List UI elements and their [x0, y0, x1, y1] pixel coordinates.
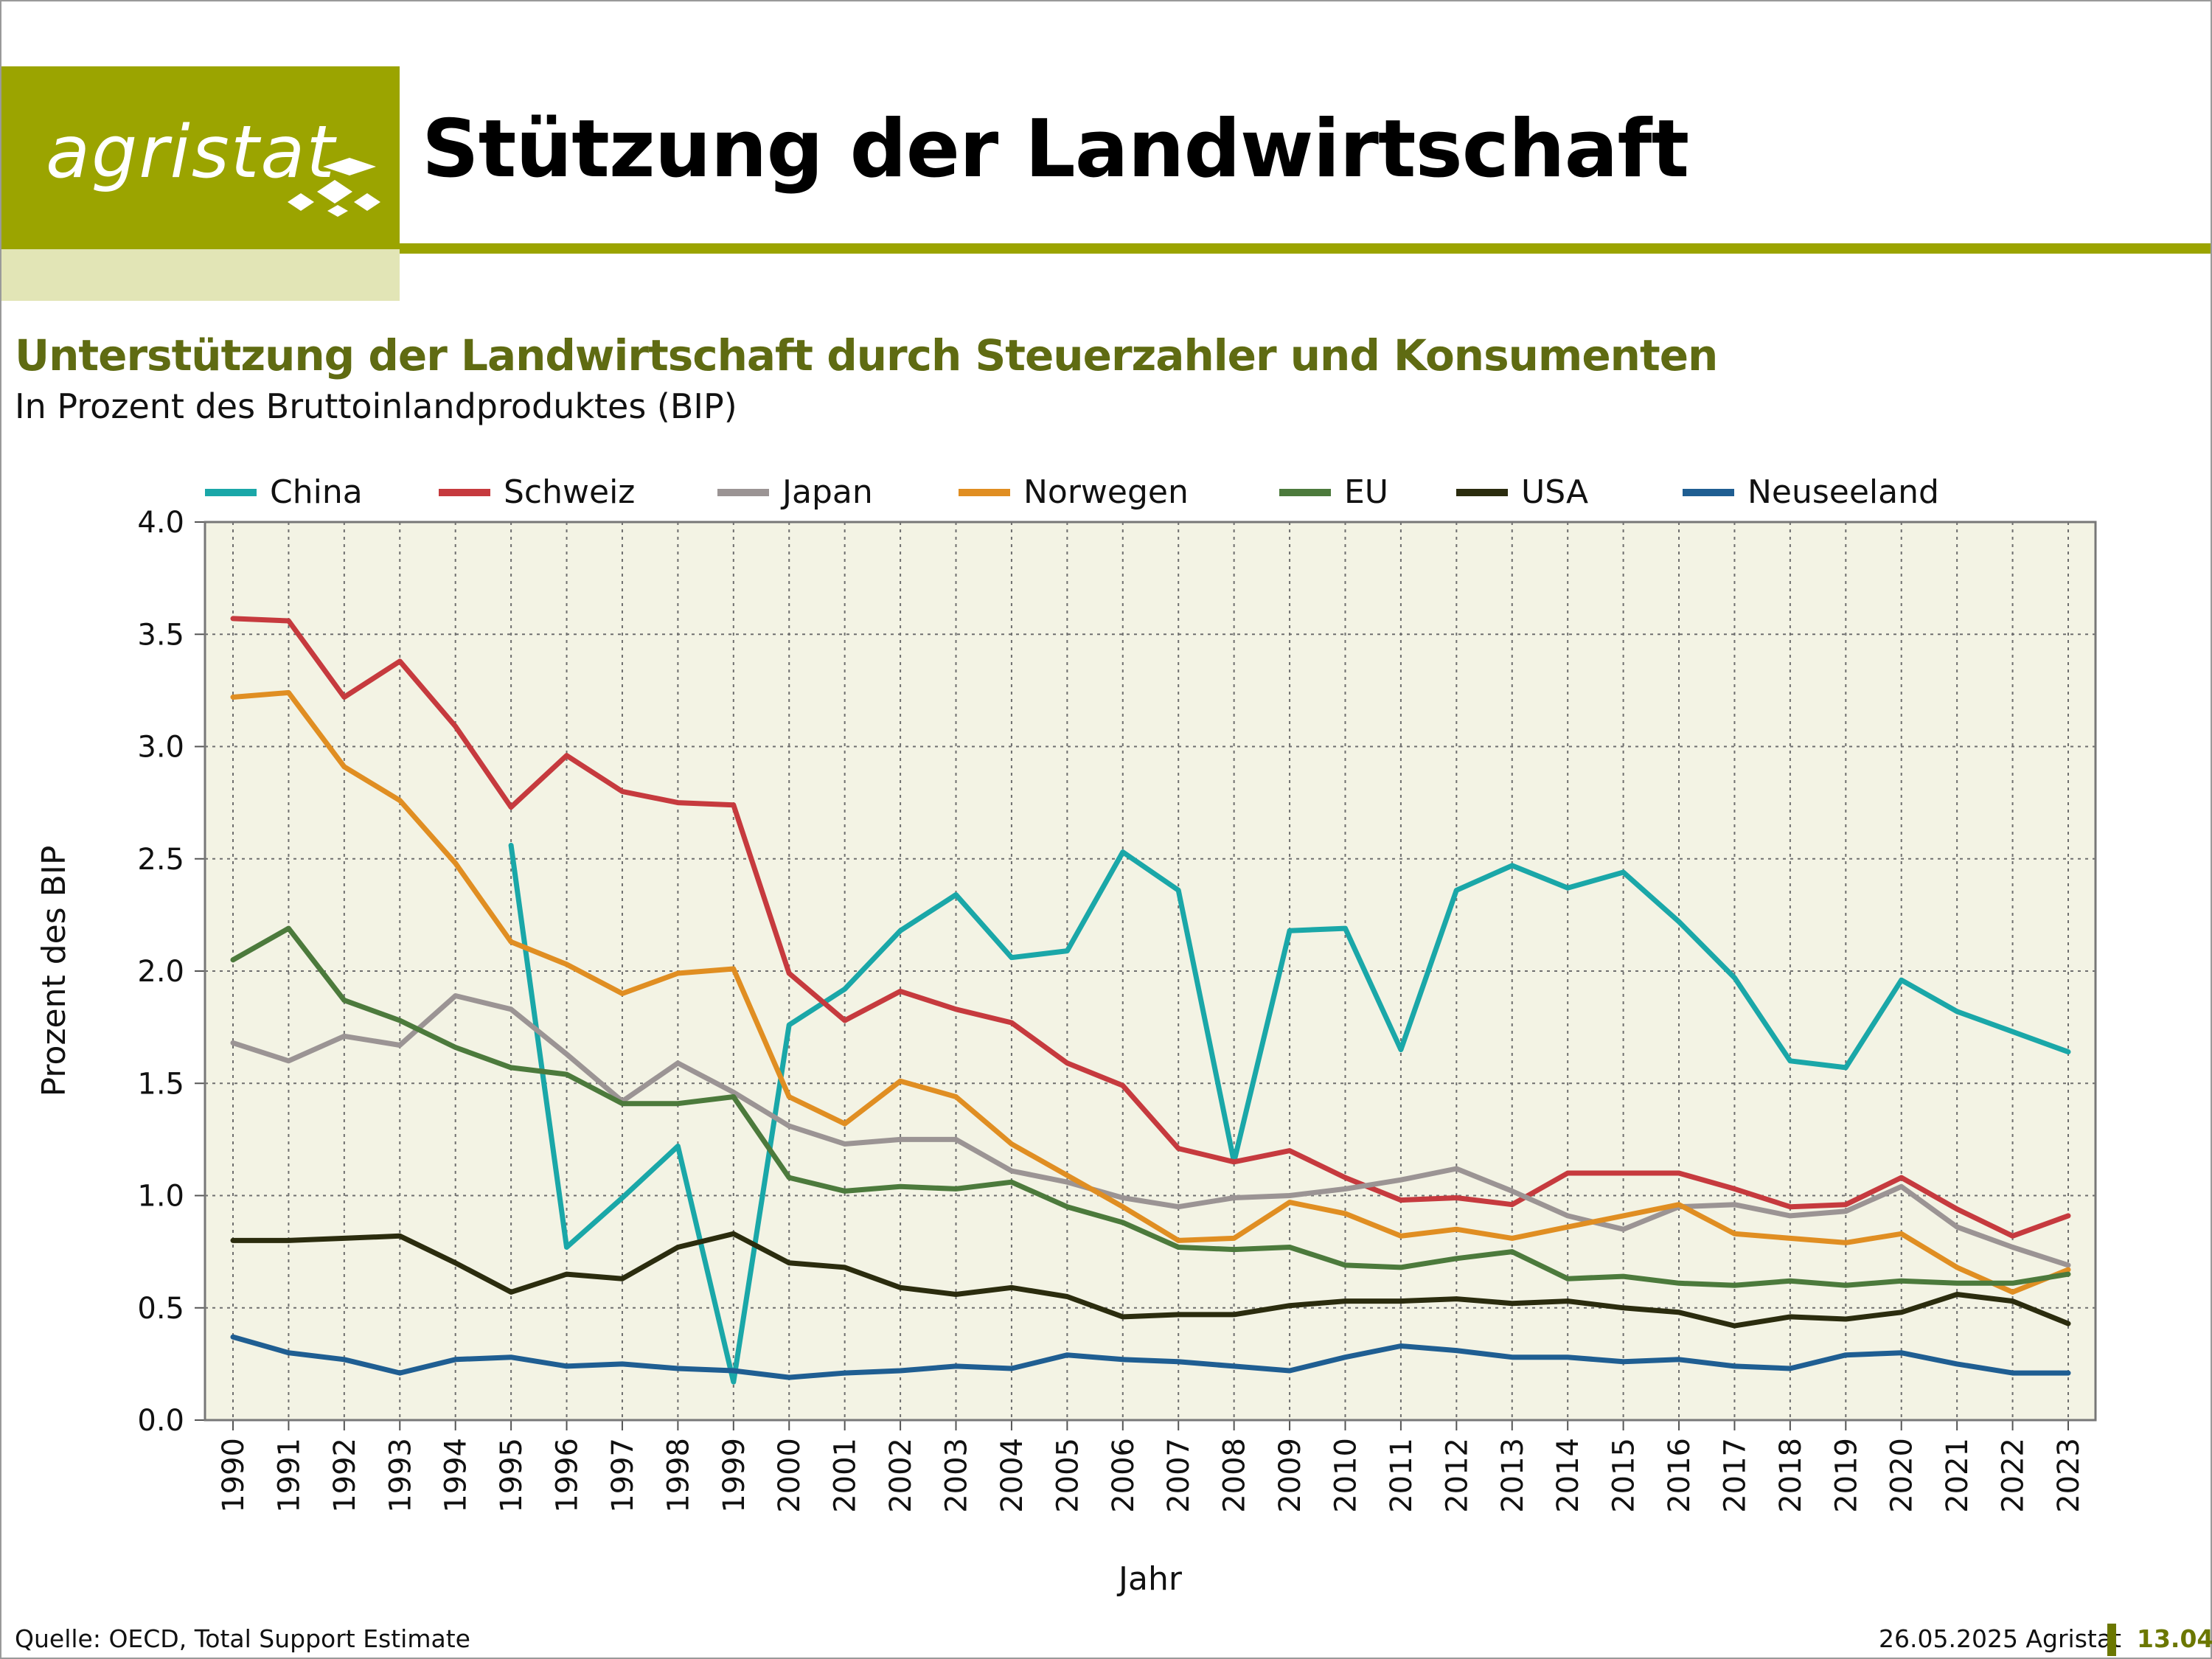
y-axis-label: Prozent des BIP — [35, 846, 73, 1097]
y-tick-label: 0.5 — [137, 1292, 184, 1326]
y-tick-label: 2.0 — [137, 955, 184, 989]
x-tick-label: 2014 — [1551, 1438, 1585, 1513]
title-underline — [400, 243, 2211, 254]
legend-label: USA — [1521, 473, 1588, 511]
x-tick-label: 2003 — [940, 1438, 974, 1513]
y-tick-label: 1.0 — [137, 1180, 184, 1214]
chart-subtitle: In Prozent des Bruttoinlandproduktes (BI… — [15, 386, 737, 426]
x-tick-label: 2021 — [1941, 1438, 1975, 1513]
x-tick-label: 1996 — [551, 1438, 585, 1513]
x-tick-label: 1994 — [439, 1438, 473, 1513]
page-title: Stützung der Landwirtschaft — [422, 103, 1689, 195]
x-tick-label: 1995 — [495, 1438, 529, 1513]
legend-label: Neuseeland — [1747, 473, 1939, 511]
x-tick-label: 1993 — [383, 1438, 417, 1513]
y-tick-label: 2.5 — [137, 843, 184, 877]
series-line-neuseeland — [230, 1334, 2071, 1380]
x-tick-label: 2000 — [773, 1438, 807, 1513]
legend-label: Norwegen — [1023, 473, 1189, 511]
x-tick-label: 2008 — [1218, 1438, 1252, 1513]
x-tick-label: 2002 — [884, 1438, 918, 1513]
series-line-eu — [230, 925, 2071, 1288]
x-tick-label: 2012 — [1440, 1438, 1474, 1513]
series-line-usa — [230, 1231, 2071, 1329]
x-tick-label: 2020 — [1885, 1438, 1919, 1513]
x-tick-label: 1998 — [661, 1438, 695, 1513]
x-tick-label: 1997 — [606, 1438, 640, 1513]
series-line-china — [508, 843, 2071, 1385]
legend-label: EU — [1344, 473, 1388, 511]
legend-label: Japan — [780, 473, 873, 511]
x-tick-label: 2013 — [1496, 1438, 1530, 1513]
x-tick-label: 2015 — [1607, 1438, 1641, 1513]
y-tick-label: 3.0 — [137, 731, 184, 765]
x-tick-label: 1991 — [272, 1438, 306, 1513]
logo-diamond-icon — [288, 158, 380, 217]
y-tick-label: 3.5 — [137, 618, 184, 652]
source-note: Quelle: OECD, Total Support Estimate — [15, 1624, 470, 1653]
footer-date: 26.05.2025 Agristat — [1879, 1624, 2121, 1653]
x-tick-label: 2022 — [1997, 1438, 2031, 1513]
x-tick-label: 1999 — [717, 1438, 751, 1513]
x-tick-label: 2023 — [2052, 1438, 2086, 1513]
x-axis-label: Jahr — [1116, 1560, 1183, 1598]
x-tick-label: 2004 — [995, 1438, 1029, 1513]
page-number: 13.04 — [2137, 1624, 2212, 1653]
legend-label: China — [270, 473, 363, 511]
series-line-japan — [230, 993, 2071, 1268]
agristat-logo — [1, 66, 400, 249]
x-tick-label: 2011 — [1385, 1438, 1419, 1513]
y-tick-label: 4.0 — [137, 506, 184, 540]
x-tick-label: 2001 — [829, 1438, 863, 1513]
x-tick-label: 2018 — [1774, 1438, 1808, 1513]
logo-text: agristat — [46, 111, 336, 195]
x-tick-label: 2016 — [1663, 1438, 1697, 1513]
x-tick-label: 2009 — [1273, 1438, 1307, 1513]
x-tick-label: 2006 — [1107, 1438, 1141, 1513]
x-tick-label: 1990 — [217, 1438, 251, 1513]
x-tick-label: 2017 — [1718, 1438, 1752, 1513]
y-tick-label: 1.5 — [137, 1067, 184, 1101]
x-tick-label: 2007 — [1162, 1438, 1196, 1513]
series-line-norwegen — [230, 689, 2071, 1295]
x-tick-label: 1992 — [328, 1438, 362, 1513]
y-tick-label: 0.0 — [137, 1404, 184, 1438]
x-tick-label: 2019 — [1829, 1438, 1863, 1513]
chart-title: Unterstützung der Landwirtschaft durch S… — [15, 330, 1718, 380]
logo-accent-strip — [1, 249, 400, 301]
series-line-schweiz — [230, 616, 2071, 1239]
plot-border — [204, 521, 2097, 1422]
x-tick-label: 2005 — [1051, 1438, 1085, 1513]
footer-divider — [2107, 1624, 2116, 1656]
legend-label: Schweiz — [504, 473, 635, 511]
x-tick-label: 2010 — [1329, 1438, 1363, 1513]
